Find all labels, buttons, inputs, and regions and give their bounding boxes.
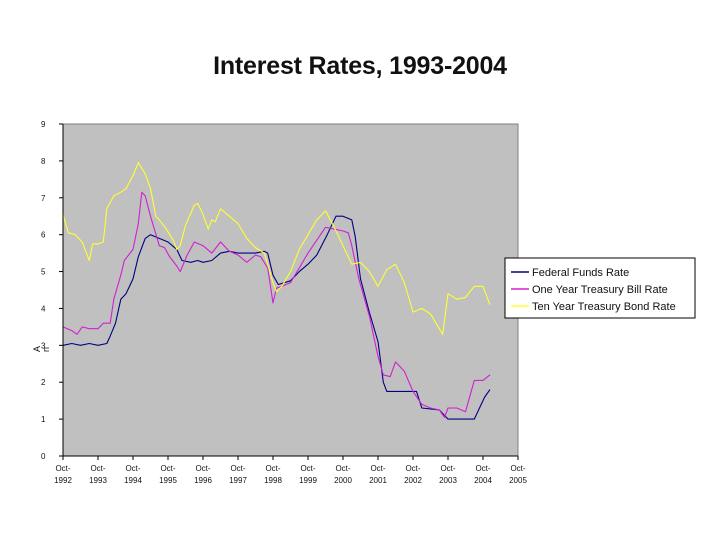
chart-title: Interest Rates, 1993-2004 xyxy=(213,52,507,80)
y-tick-label: 4 xyxy=(41,304,46,313)
x-tick-label: 1998 xyxy=(264,476,282,485)
y-axis: 0 1 2 3 4 5 6 7 8 9 xyxy=(41,120,63,461)
x-axis: Oct- 1992 Oct- 1993 Oct- 1994 Oct- 1995 Oct- 1996… xyxy=(54,456,527,485)
y-tick-label: 8 xyxy=(41,157,46,166)
x-tick-label: Oct- xyxy=(90,464,105,473)
y-tick-label: 3 xyxy=(41,341,46,350)
x-tick-label: 1994 xyxy=(124,476,142,485)
x-tick-label: Oct- xyxy=(335,464,350,473)
legend-label-3: Ten Year Treasury Bond Rate xyxy=(532,301,676,313)
x-tick-label: 2000 xyxy=(334,476,352,485)
x-tick-label: Oct- xyxy=(125,464,140,473)
x-tick-label: Oct- xyxy=(300,464,315,473)
x-tick-label: Oct- xyxy=(160,464,175,473)
legend-label-1: Federal Funds Rate xyxy=(532,267,629,279)
x-tick-label: 2004 xyxy=(474,476,492,485)
y-tick-label: 5 xyxy=(41,268,46,277)
series-line-2 xyxy=(62,191,491,418)
x-tick-label: 2002 xyxy=(404,476,422,485)
x-tick-label: 2001 xyxy=(369,476,387,485)
x-tick-label: Oct- xyxy=(370,464,385,473)
series-line-1 xyxy=(62,215,491,420)
x-tick-label: 1992 xyxy=(54,476,72,485)
x-tick-label: Oct- xyxy=(265,464,280,473)
x-tick-label: Oct- xyxy=(230,464,245,473)
x-tick-label: Oct- xyxy=(195,464,210,473)
y-axis-label: An xyxy=(32,346,51,352)
series-line-3 xyxy=(62,162,491,335)
y-tick-label: 9 xyxy=(41,120,46,129)
x-tick-label: 1997 xyxy=(229,476,247,485)
x-tick-label: Oct- xyxy=(55,464,70,473)
y-tick-label: 2 xyxy=(41,378,46,387)
x-tick-label: Oct- xyxy=(405,464,420,473)
x-tick-label: 1993 xyxy=(89,476,107,485)
x-tick-label: 1999 xyxy=(299,476,317,485)
series-lines xyxy=(62,162,491,420)
x-tick-label: 2003 xyxy=(439,476,457,485)
y-tick-label: 0 xyxy=(41,452,46,461)
legend: Federal Funds Rate One Year Treasury Bill… xyxy=(504,257,696,319)
legend-box xyxy=(504,257,696,319)
legend-label-2: One Year Treasury Bill Rate xyxy=(532,284,668,296)
x-tick-label: 1995 xyxy=(159,476,177,485)
y-tick-label: 7 xyxy=(41,194,46,203)
x-tick-label: Oct- xyxy=(440,464,455,473)
x-tick-label: Oct- xyxy=(475,464,490,473)
x-tick-label: 2005 xyxy=(509,476,527,485)
x-tick-label: Oct- xyxy=(510,464,525,473)
plot-area xyxy=(62,123,519,457)
y-tick-label: 1 xyxy=(41,415,46,424)
x-tick-label: 1996 xyxy=(194,476,212,485)
y-tick-label: 6 xyxy=(41,231,46,240)
